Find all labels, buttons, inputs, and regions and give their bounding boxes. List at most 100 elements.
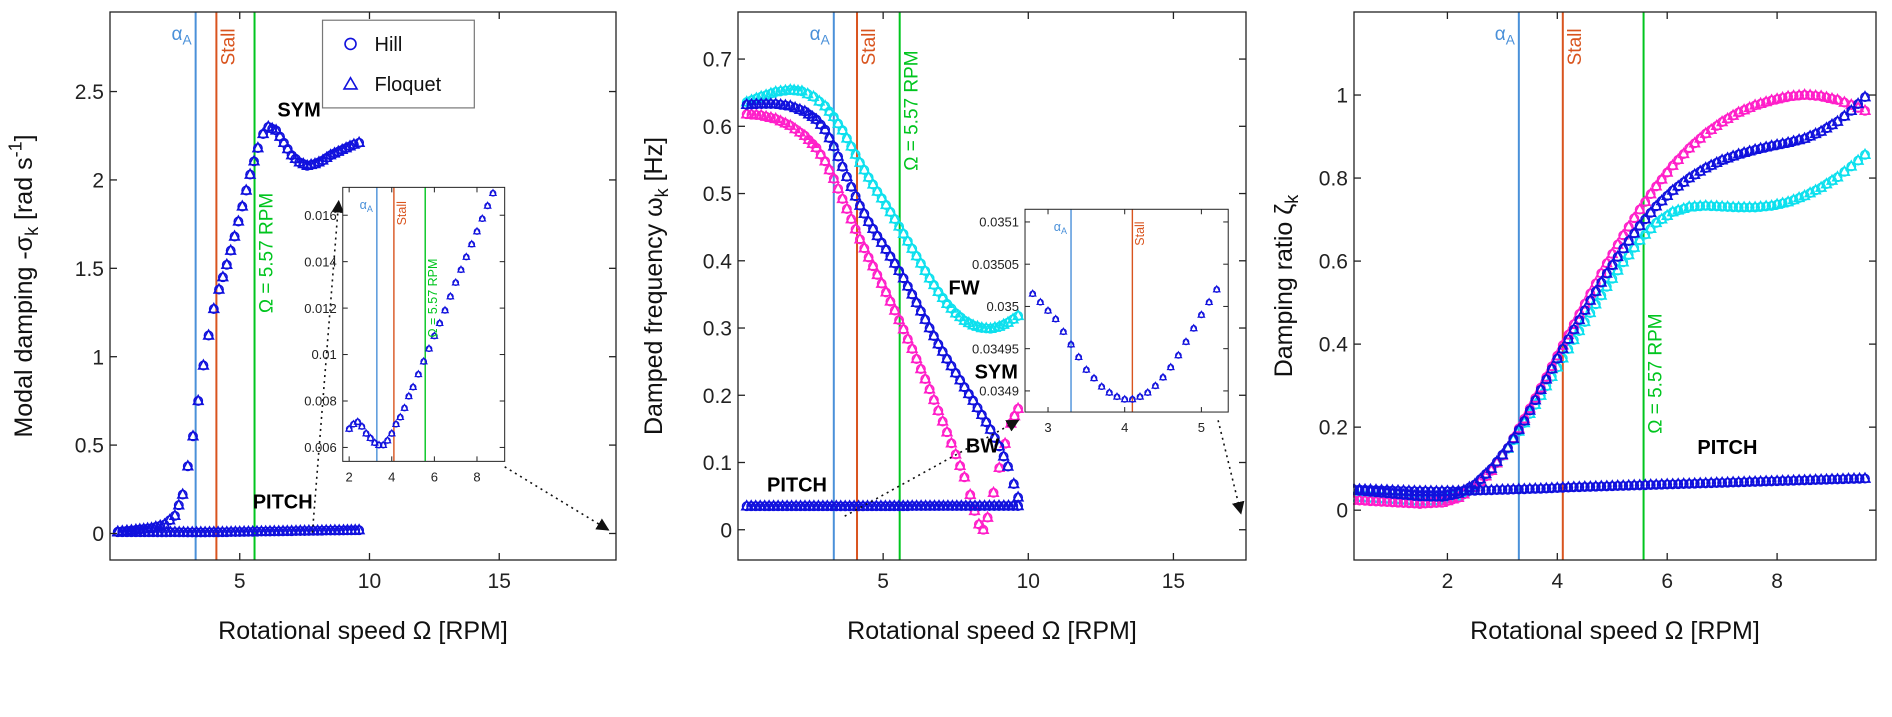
vline-label-stall: Stall [218, 28, 239, 65]
x-tick-label: 15 [1162, 570, 1185, 593]
axes-frame [109, 11, 617, 561]
y-tick-label: 0.4 [703, 250, 733, 273]
y-tick-label: 0.012 [304, 301, 337, 316]
legend-label: Floquet [375, 74, 442, 96]
vline-label-alpha-A: αA [360, 198, 373, 214]
axes-frame [737, 11, 1247, 561]
x-tick-label: 5 [234, 570, 246, 593]
panel-damped-frequency: 5 10 15 0 0.1 0.2 0.3 0.4 0.5 0.6 0.7 αA Stall Ω = 5.… [630, 0, 1260, 712]
zoom-connector-arrow [311, 199, 345, 533]
y-tick-label: 0.03495 [972, 341, 1019, 356]
series-PITCH [111, 523, 366, 538]
series-SYM [740, 97, 1025, 503]
x-tick-label: 6 [431, 469, 438, 484]
vline-label-stall: Stall [1565, 28, 1586, 65]
y-axis-label: Modal damping -σk [rad s-1] [6, 134, 43, 437]
annotation-FW: FW [949, 277, 980, 299]
x-tick-label: 6 [1661, 570, 1673, 593]
vline-label-stall: Stall [859, 28, 880, 65]
vline-label-omega-5p57: Ω = 5.57 RPM [902, 50, 923, 170]
y-tick-label: 0.8 [1319, 168, 1348, 191]
y-tick-label: 0.5 [703, 183, 732, 206]
y-tick-label: 0 [1336, 500, 1348, 523]
x-tick-label: 4 [1121, 420, 1128, 435]
x-tick-label: 10 [1017, 570, 1040, 593]
plot-background [1025, 209, 1229, 413]
x-tick-label: 8 [1771, 570, 1783, 593]
legend-circle-marker-icon [344, 37, 357, 51]
x-tick-label: 5 [877, 570, 889, 593]
plot-background [1354, 12, 1876, 560]
y-tick-label: 0.006 [304, 440, 337, 455]
vline-label-omega-5p57: Ω = 5.57 RPM [1646, 313, 1667, 433]
y-tick-label: 0.4 [1319, 334, 1349, 357]
y-tick-label: 0.03505 [972, 257, 1019, 272]
x-tick-label: 5 [1198, 420, 1205, 435]
y-tick-label: 0.0349 [979, 384, 1019, 399]
y-tick-label: 0.2 [703, 385, 732, 408]
x-tick-label: 8 [473, 469, 480, 484]
y-tick-label: 1.5 [75, 258, 104, 281]
vline-label-omega-5p57: Ω = 5.57 RPM [426, 259, 440, 338]
vline-label-alpha-A: αA [810, 24, 831, 48]
y-tick-label: 0.6 [703, 116, 732, 139]
annotation-SYM: SYM [277, 99, 320, 121]
y-tick-label: 0.014 [304, 254, 337, 269]
y-tick-label: 0.016 [304, 208, 337, 223]
legend-triangle-marker-icon [342, 76, 359, 90]
x-tick-label: 2 [346, 469, 353, 484]
x-axis-label: Rotational speed Ω [RPM] [1470, 617, 1760, 645]
y-tick-label: 0.3 [703, 318, 732, 341]
y-axis-label: Damped frequency ωk [Hz] [640, 137, 672, 435]
x-axis-label: Rotational speed Ω [RPM] [218, 617, 508, 645]
vline-label-alpha-A: αA [1054, 220, 1067, 236]
plot-background [342, 187, 505, 462]
axes-frame [1024, 208, 1229, 413]
y-tick-label: 2 [92, 169, 104, 192]
y-tick-label: 2.5 [75, 81, 104, 104]
zoom-connector-arrow [504, 466, 610, 531]
series-PITCH-zoom [344, 188, 498, 449]
x-tick-label: 4 [1551, 570, 1563, 593]
x-tick-label: 3 [1044, 420, 1051, 435]
series-PITCH [740, 499, 1025, 512]
vline-label-stall: Stall [395, 201, 409, 225]
series-PITCH-zoom [1028, 284, 1221, 403]
y-tick-label: 0 [92, 523, 104, 546]
vline-label-alpha-A: αA [172, 24, 193, 48]
zoom-connector-arrow [1217, 420, 1245, 515]
y-tick-label: 0.1 [703, 452, 732, 475]
series-BW [740, 107, 1025, 535]
x-tick-label: 15 [488, 570, 511, 593]
y-tick-label: 0.2 [1319, 417, 1348, 440]
y-tick-label: 0.01 [311, 347, 336, 362]
annotation-PITCH: PITCH [767, 474, 827, 496]
y-tick-label: 0.6 [1319, 251, 1348, 274]
y-tick-label: 1 [92, 346, 104, 369]
vline-label-alpha-A: αA [1495, 24, 1516, 48]
x-tick-label: 10 [358, 570, 381, 593]
series-FW [740, 83, 1025, 334]
damping-ratio-chart: 2 4 6 8 0 0.2 0.4 0.6 0.8 1 αA Stall Ω = 5.57 RPM Rot… [1270, 11, 1877, 645]
x-tick-label: 4 [388, 469, 395, 484]
series-PITCH [1353, 471, 1872, 497]
vline-label-omega-5p57: Ω = 5.57 RPM [257, 193, 278, 313]
legend-box [321, 19, 475, 109]
y-tick-label: 0 [720, 519, 732, 542]
modal-damping-chart: 5 10 15 0 0.5 1 1.5 2 2.5 αA Stall Ω = 5.57 RPM Rota… [6, 11, 617, 645]
annotation-SYM: SYM [975, 362, 1018, 384]
y-tick-label: 0.0351 [979, 215, 1019, 230]
y-tick-label: 0.5 [75, 435, 104, 458]
y-tick-label: 0.008 [304, 394, 337, 409]
damped-frequency-chart: 5 10 15 0 0.1 0.2 0.3 0.4 0.5 0.6 0.7 αA Stall Ω = 5.… [640, 11, 1247, 645]
y-tick-label: 0.7 [703, 49, 732, 72]
vline-label-stall: Stall [1133, 221, 1147, 245]
x-tick-label: 2 [1442, 570, 1454, 593]
panel-modal-damping: 5 10 15 0 0.5 1 1.5 2 2.5 αA Stall Ω = 5.57 RPM Rota… [0, 0, 630, 712]
panel-damping-ratio: 2 4 6 8 0 0.2 0.4 0.6 0.8 1 αA Stall Ω = 5.57 RPM Rot… [1260, 0, 1892, 712]
y-tick-label: 0.035 [986, 299, 1019, 314]
y-axis-label: Damping ratio ζk [1270, 194, 1302, 378]
annotation-PITCH: PITCH [1697, 437, 1757, 459]
annotation-BW: BW [966, 435, 999, 457]
